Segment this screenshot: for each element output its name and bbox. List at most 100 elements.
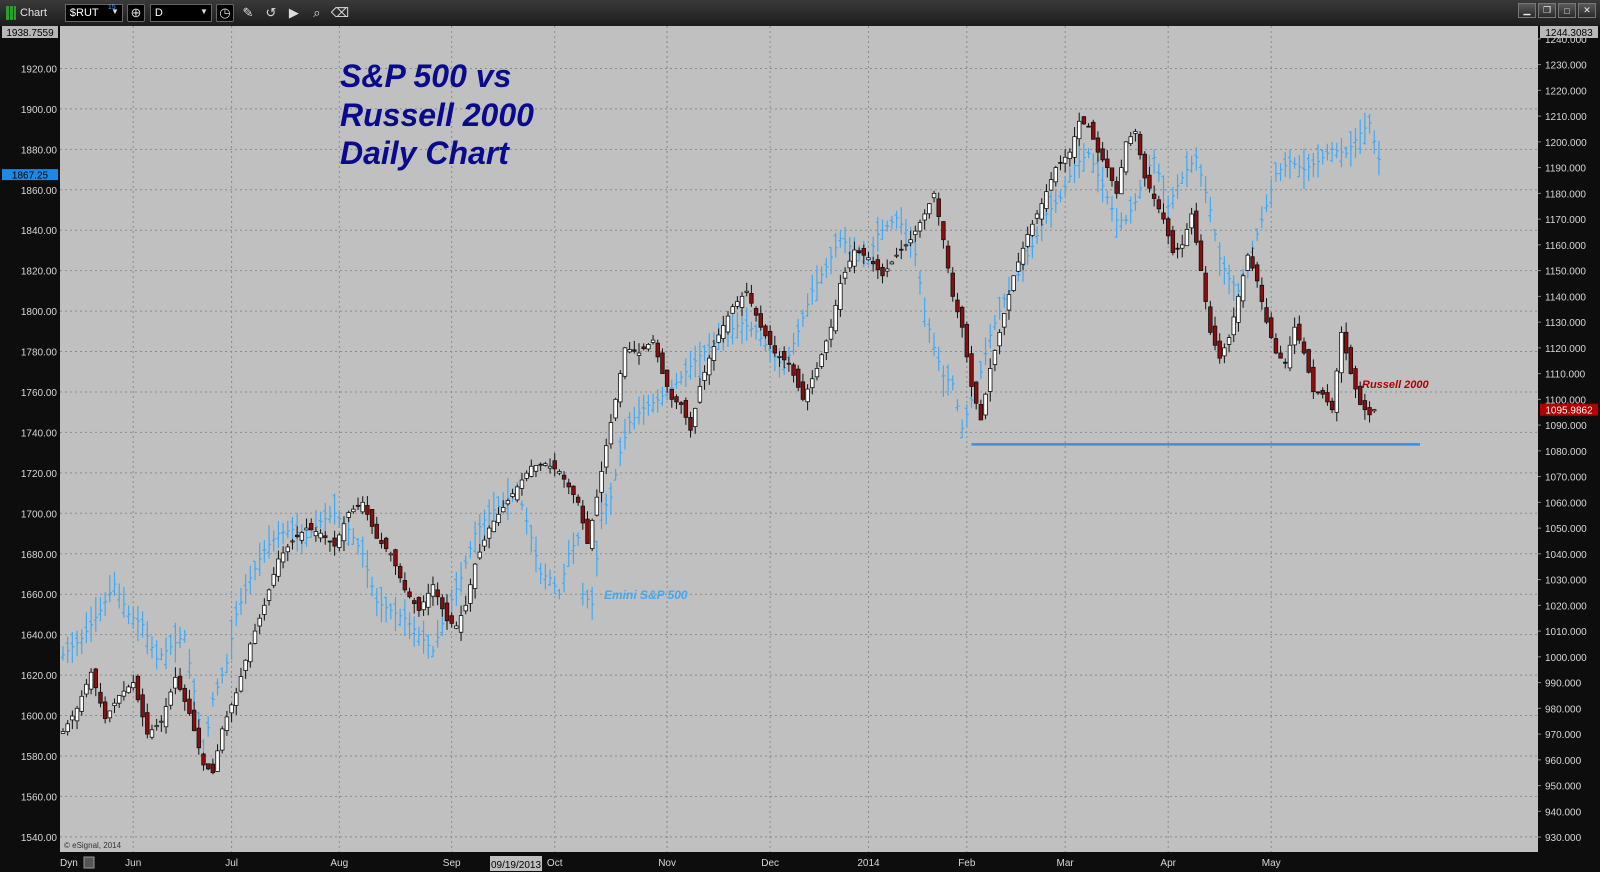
russell-candle bbox=[655, 339, 660, 363]
russell-candle bbox=[936, 192, 941, 226]
sp500-bar bbox=[1217, 242, 1222, 276]
russell-candle bbox=[796, 365, 801, 392]
russell-candle bbox=[856, 247, 862, 255]
left-axis-tick-label: 1920.00 bbox=[21, 64, 58, 75]
maximize-icon[interactable]: □ bbox=[1558, 3, 1576, 18]
russell-candle bbox=[1348, 344, 1354, 375]
crosshair-icon[interactable]: ⊕ bbox=[126, 4, 145, 22]
sp500-bar bbox=[814, 265, 819, 302]
sp500-bar bbox=[220, 667, 225, 684]
eraser-icon[interactable]: ⌫ bbox=[330, 5, 350, 20]
zoom-icon[interactable]: ⌕ bbox=[313, 5, 321, 20]
russell-candle bbox=[159, 715, 164, 732]
russell-candle bbox=[1198, 234, 1204, 272]
russell-candle bbox=[187, 689, 192, 716]
sp500-bar bbox=[131, 607, 136, 629]
sp500-bar bbox=[754, 323, 759, 340]
right-axis-tick-label: 1060.000 bbox=[1545, 498, 1587, 509]
sp500-bar bbox=[1334, 142, 1339, 159]
sp500-bar bbox=[819, 266, 824, 284]
russell-candle bbox=[988, 358, 993, 402]
sp500-bar bbox=[922, 297, 927, 328]
russell-candle bbox=[196, 719, 202, 755]
russell-candle bbox=[116, 694, 122, 708]
russell-candle bbox=[1133, 128, 1138, 142]
left-axis-tick-label: 1560.00 bbox=[21, 792, 58, 803]
russell-candle bbox=[908, 230, 913, 247]
sp500-bar bbox=[548, 569, 553, 586]
right-top-label: 1244.3083 bbox=[1540, 26, 1598, 39]
sp500-bar bbox=[913, 240, 918, 267]
russell-candle bbox=[1283, 358, 1288, 369]
russell-candle bbox=[318, 529, 323, 543]
russell-candle bbox=[664, 369, 670, 393]
sp500-bar bbox=[941, 365, 946, 398]
russell-candle bbox=[60, 728, 66, 734]
sp500-bar bbox=[885, 220, 890, 232]
close-icon[interactable]: ✕ bbox=[1578, 3, 1596, 18]
pencil-icon[interactable]: ✎ bbox=[242, 5, 254, 20]
chevron-down-icon[interactable]: ▼ bbox=[110, 7, 119, 16]
right-axis-tick-label: 1160.000 bbox=[1545, 241, 1586, 252]
sp500-bar bbox=[1194, 147, 1199, 171]
sp500-bar bbox=[758, 331, 763, 347]
sp500-bar bbox=[632, 406, 637, 430]
russell-candle bbox=[1273, 333, 1279, 355]
russell-candle bbox=[767, 325, 773, 349]
chart-app-icon bbox=[6, 6, 16, 20]
russell-candle bbox=[678, 401, 684, 414]
sp500-bar bbox=[224, 653, 229, 674]
russell-candle bbox=[819, 352, 824, 370]
price-chart[interactable]: 1540.00 1560.00 1580.00 1600.00 1620.00 1640.… bbox=[0, 26, 1600, 872]
russell-candle bbox=[599, 461, 604, 503]
minimize-icon[interactable]: ▁ bbox=[1518, 3, 1536, 18]
russell-candle bbox=[533, 465, 539, 478]
sp500-bar bbox=[79, 629, 84, 655]
russell-candle bbox=[79, 690, 84, 716]
sp500-bar bbox=[1138, 179, 1143, 199]
russell-candle bbox=[636, 343, 642, 365]
russell-candle bbox=[215, 744, 220, 772]
sp500-bar bbox=[997, 296, 1002, 320]
clock-icon[interactable]: ◷ bbox=[215, 4, 234, 22]
sp500-bar bbox=[1109, 196, 1114, 222]
sp500-bar bbox=[1348, 131, 1353, 167]
russell-candle bbox=[791, 362, 796, 383]
sp500-bar bbox=[964, 404, 969, 428]
sp500-bar bbox=[1035, 226, 1040, 244]
russell-candle bbox=[903, 243, 909, 251]
sp500-annotation: Emini S&P 500 bbox=[604, 588, 688, 602]
sp500-bar bbox=[992, 315, 997, 331]
russell-candle bbox=[383, 536, 389, 553]
russell-candle bbox=[1194, 202, 1199, 246]
sp500-bar bbox=[1105, 190, 1110, 205]
dyn-toggle-icon[interactable] bbox=[83, 856, 95, 869]
russell-candle bbox=[585, 511, 590, 544]
sp500-bar bbox=[346, 517, 351, 547]
sp500-bar bbox=[1114, 207, 1119, 238]
russell-candle bbox=[1240, 273, 1246, 308]
sp500-bar bbox=[833, 232, 838, 258]
right-axis-tick-label: 950.000 bbox=[1545, 782, 1582, 793]
restore-icon[interactable]: ❐ bbox=[1538, 3, 1556, 18]
russell-candle bbox=[1184, 223, 1190, 247]
sp500-bar bbox=[679, 370, 684, 385]
sp500-bar bbox=[388, 603, 393, 620]
interval-select[interactable]: D ▼ bbox=[149, 4, 212, 22]
russell-candle bbox=[173, 667, 178, 695]
russell-candle bbox=[524, 470, 529, 482]
sp500-bar bbox=[1283, 152, 1288, 177]
sp500-bar bbox=[936, 346, 941, 372]
chevron-down-icon[interactable]: ▼ bbox=[199, 7, 208, 16]
x-axis-tick-label: Feb bbox=[958, 858, 976, 869]
sp500-bar bbox=[590, 586, 595, 620]
curve-icon[interactable]: ↺ bbox=[265, 5, 277, 20]
sp500-bar bbox=[1264, 194, 1269, 213]
russell-candle bbox=[416, 596, 422, 617]
sp500-bar bbox=[1362, 112, 1367, 145]
sp500-bar bbox=[421, 620, 426, 654]
right-axis-tick-label: 1030.000 bbox=[1545, 576, 1587, 587]
play-icon[interactable]: ▶ bbox=[288, 5, 299, 20]
right-price-tag: 1095.9862 bbox=[1540, 403, 1598, 417]
symbol-input[interactable]: $RUT 15 ▼ bbox=[64, 4, 123, 22]
